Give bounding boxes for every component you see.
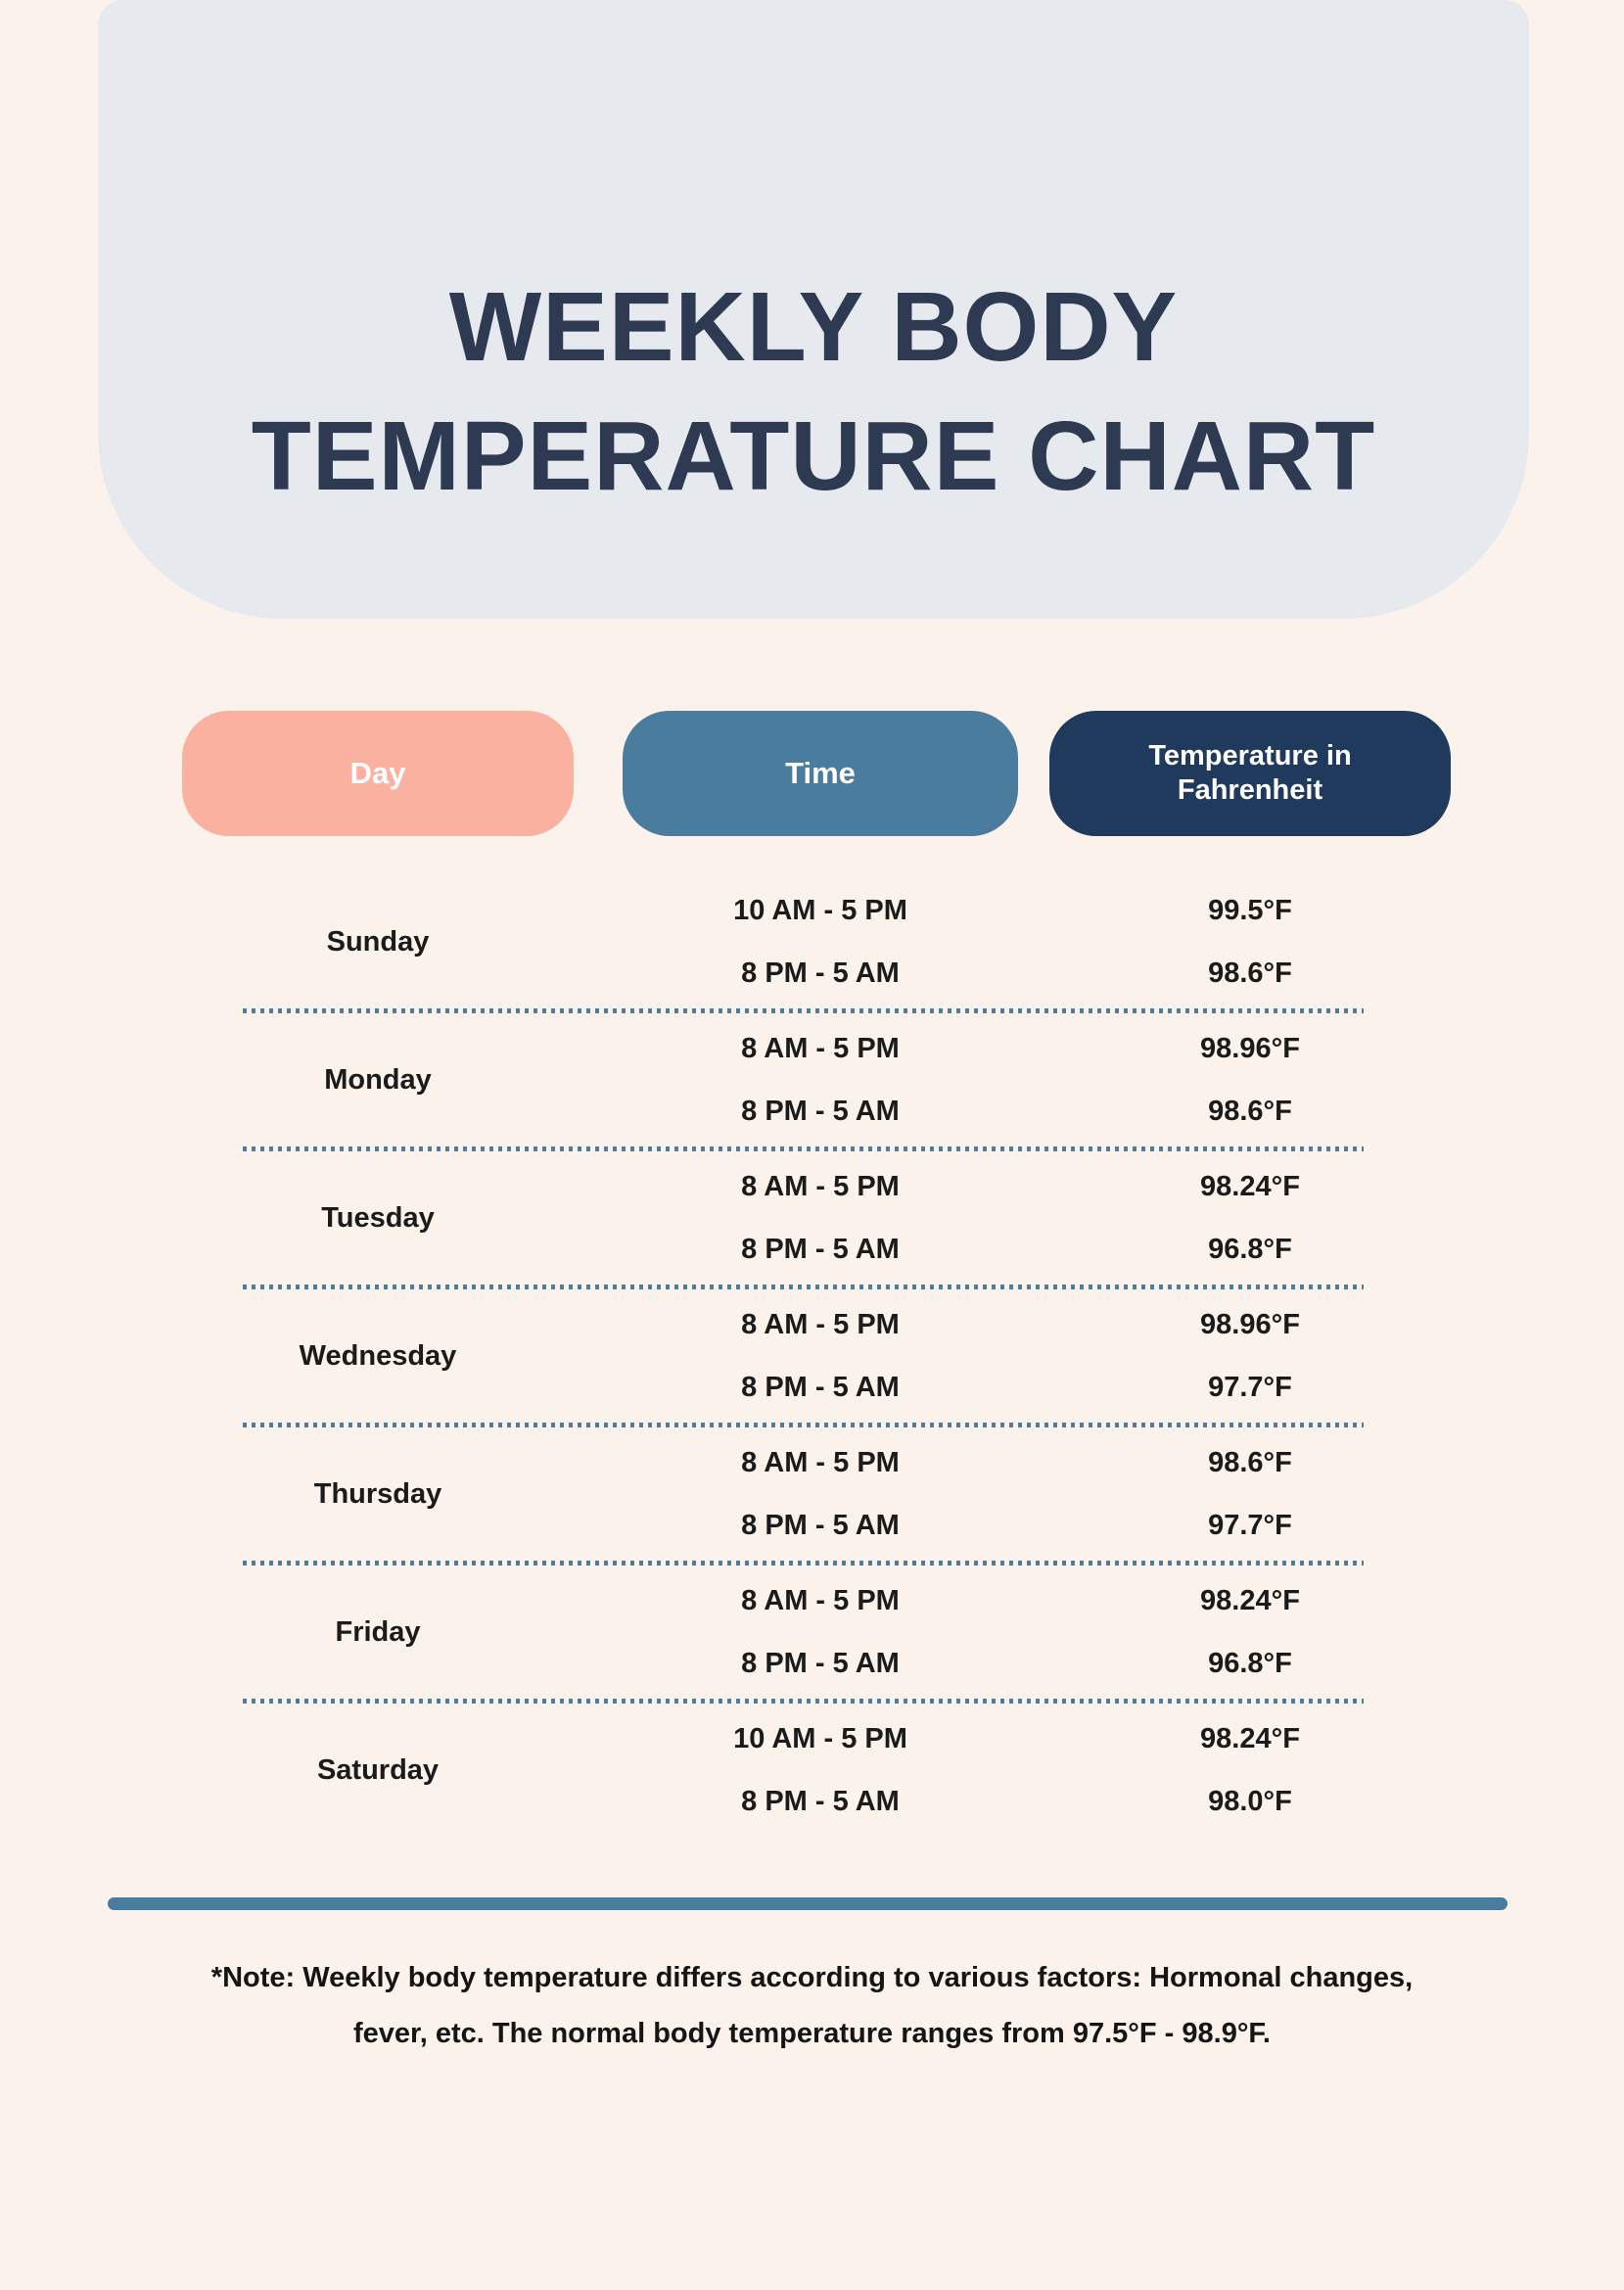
table-row: 8 AM - 5 PM 98.24°F — [182, 1155, 1451, 1218]
day-cell: Saturday — [316, 1753, 440, 1786]
page-title-line-2: TEMPERATURE CHART — [251, 401, 1376, 511]
time-cell: 8 PM - 5 AM — [741, 1785, 900, 1817]
table-row: 8 PM - 5 AM 97.7°F — [182, 1356, 1451, 1419]
temperature-cell: 96.8°F — [1208, 1647, 1292, 1679]
row-divider — [243, 1561, 1364, 1566]
table-row: 8 PM - 5 AM 97.7°F — [182, 1494, 1451, 1557]
page-title-line-1: WEEKLY BODY — [448, 272, 1179, 382]
column-pill-time: Time — [623, 711, 1018, 836]
temperature-cell: 97.7°F — [1208, 1371, 1292, 1403]
table-row: 8 PM - 5 AM 98.6°F — [182, 1080, 1451, 1143]
table-row-group-monday: Monday 8 AM - 5 PM 98.96°F 8 PM - 5 AM 9… — [182, 1015, 1451, 1145]
row-divider — [243, 1699, 1364, 1704]
row-divider — [243, 1146, 1364, 1151]
column-pill-day: Day — [182, 711, 574, 836]
temperature-cell: 96.8°F — [1208, 1233, 1292, 1265]
table-row: 8 AM - 5 PM 98.24°F — [182, 1569, 1451, 1632]
table-row: 10 AM - 5 PM 98.24°F — [182, 1707, 1451, 1770]
temperature-cell: 98.6°F — [1208, 957, 1292, 989]
time-cell: 8 PM - 5 AM — [741, 957, 900, 989]
table-row-group-saturday: Saturday 10 AM - 5 PM 98.24°F 8 PM - 5 A… — [182, 1706, 1451, 1835]
column-label-day: Day — [349, 756, 406, 791]
temperature-cell: 99.5°F — [1208, 894, 1292, 926]
temperature-cell: 98.24°F — [1200, 1170, 1300, 1202]
table-row: 8 AM - 5 PM 98.96°F — [182, 1293, 1451, 1356]
day-cell: Thursday — [313, 1477, 442, 1510]
table-row-group-wednesday: Wednesday 8 AM - 5 PM 98.96°F 8 PM - 5 A… — [182, 1291, 1451, 1421]
day-cell: Friday — [335, 1615, 421, 1648]
time-cell: 8 AM - 5 PM — [741, 1584, 900, 1616]
table-row-group-sunday: Sunday 10 AM - 5 PM 99.5°F 8 PM - 5 AM 9… — [182, 877, 1451, 1006]
time-cell: 8 PM - 5 AM — [741, 1233, 900, 1265]
footnote-line-2: fever, etc. The normal body temperature … — [352, 2018, 1271, 2049]
time-cell: 8 PM - 5 AM — [741, 1371, 900, 1403]
time-cell: 8 AM - 5 PM — [741, 1308, 900, 1340]
table-row: 8 AM - 5 PM 98.6°F — [182, 1431, 1451, 1494]
row-divider — [243, 1285, 1364, 1289]
temperature-cell: 98.24°F — [1200, 1584, 1300, 1616]
column-label-time: Time — [785, 756, 856, 791]
temperature-cell: 97.7°F — [1208, 1509, 1292, 1541]
time-cell: 8 AM - 5 PM — [741, 1170, 900, 1202]
time-cell: 8 PM - 5 AM — [741, 1647, 900, 1679]
table-row-group-thursday: Thursday 8 AM - 5 PM 98.6°F 8 PM - 5 AM … — [182, 1429, 1451, 1559]
time-cell: 8 PM - 5 AM — [741, 1095, 900, 1127]
footnote: *Note: Weekly body temperature differs a… — [0, 1950, 1624, 2062]
temperature-cell: 98.6°F — [1208, 1446, 1292, 1478]
page-title: WEEKLY BODY TEMPERATURE CHART — [98, 262, 1529, 521]
day-cell: Monday — [324, 1063, 432, 1096]
temperature-table: Sunday 10 AM - 5 PM 99.5°F 8 PM - 5 AM 9… — [182, 877, 1451, 1835]
time-cell: 8 AM - 5 PM — [741, 1032, 900, 1064]
time-cell: 8 PM - 5 AM — [741, 1509, 900, 1541]
row-divider — [243, 1423, 1364, 1427]
time-cell: 10 AM - 5 PM — [733, 894, 907, 926]
table-row: 8 PM - 5 AM 96.8°F — [182, 1218, 1451, 1281]
column-header-row: Day Time Temperature in Fahrenheit — [182, 711, 1451, 836]
temperature-cell: 98.0°F — [1208, 1785, 1292, 1817]
table-row: 8 PM - 5 AM 98.6°F — [182, 942, 1451, 1005]
table-row: 8 PM - 5 AM 98.0°F — [182, 1770, 1451, 1833]
table-row: 10 AM - 5 PM 99.5°F — [182, 879, 1451, 942]
table-row: 8 PM - 5 AM 96.8°F — [182, 1632, 1451, 1695]
day-cell: Wednesday — [299, 1339, 457, 1372]
day-cell: Sunday — [326, 925, 430, 958]
page-header: WEEKLY BODY TEMPERATURE CHART — [98, 0, 1529, 619]
column-pill-temperature: Temperature in Fahrenheit — [1049, 711, 1451, 836]
time-cell: 8 AM - 5 PM — [741, 1446, 900, 1478]
table-row-group-tuesday: Tuesday 8 AM - 5 PM 98.24°F 8 PM - 5 AM … — [182, 1153, 1451, 1283]
temperature-cell: 98.6°F — [1208, 1095, 1292, 1127]
day-cell: Tuesday — [321, 1201, 435, 1234]
table-row-group-friday: Friday 8 AM - 5 PM 98.24°F 8 PM - 5 AM 9… — [182, 1567, 1451, 1697]
temperature-cell: 98.96°F — [1200, 1308, 1300, 1340]
column-label-temperature: Temperature in Fahrenheit — [1148, 739, 1352, 806]
time-cell: 10 AM - 5 PM — [733, 1722, 907, 1754]
footer-rule — [108, 1897, 1508, 1910]
table-row: 8 AM - 5 PM 98.96°F — [182, 1017, 1451, 1080]
temperature-cell: 98.96°F — [1200, 1032, 1300, 1064]
row-divider — [243, 1008, 1364, 1013]
footnote-line-1: *Note: Weekly body temperature differs a… — [210, 1962, 1414, 1993]
temperature-cell: 98.24°F — [1200, 1722, 1300, 1754]
